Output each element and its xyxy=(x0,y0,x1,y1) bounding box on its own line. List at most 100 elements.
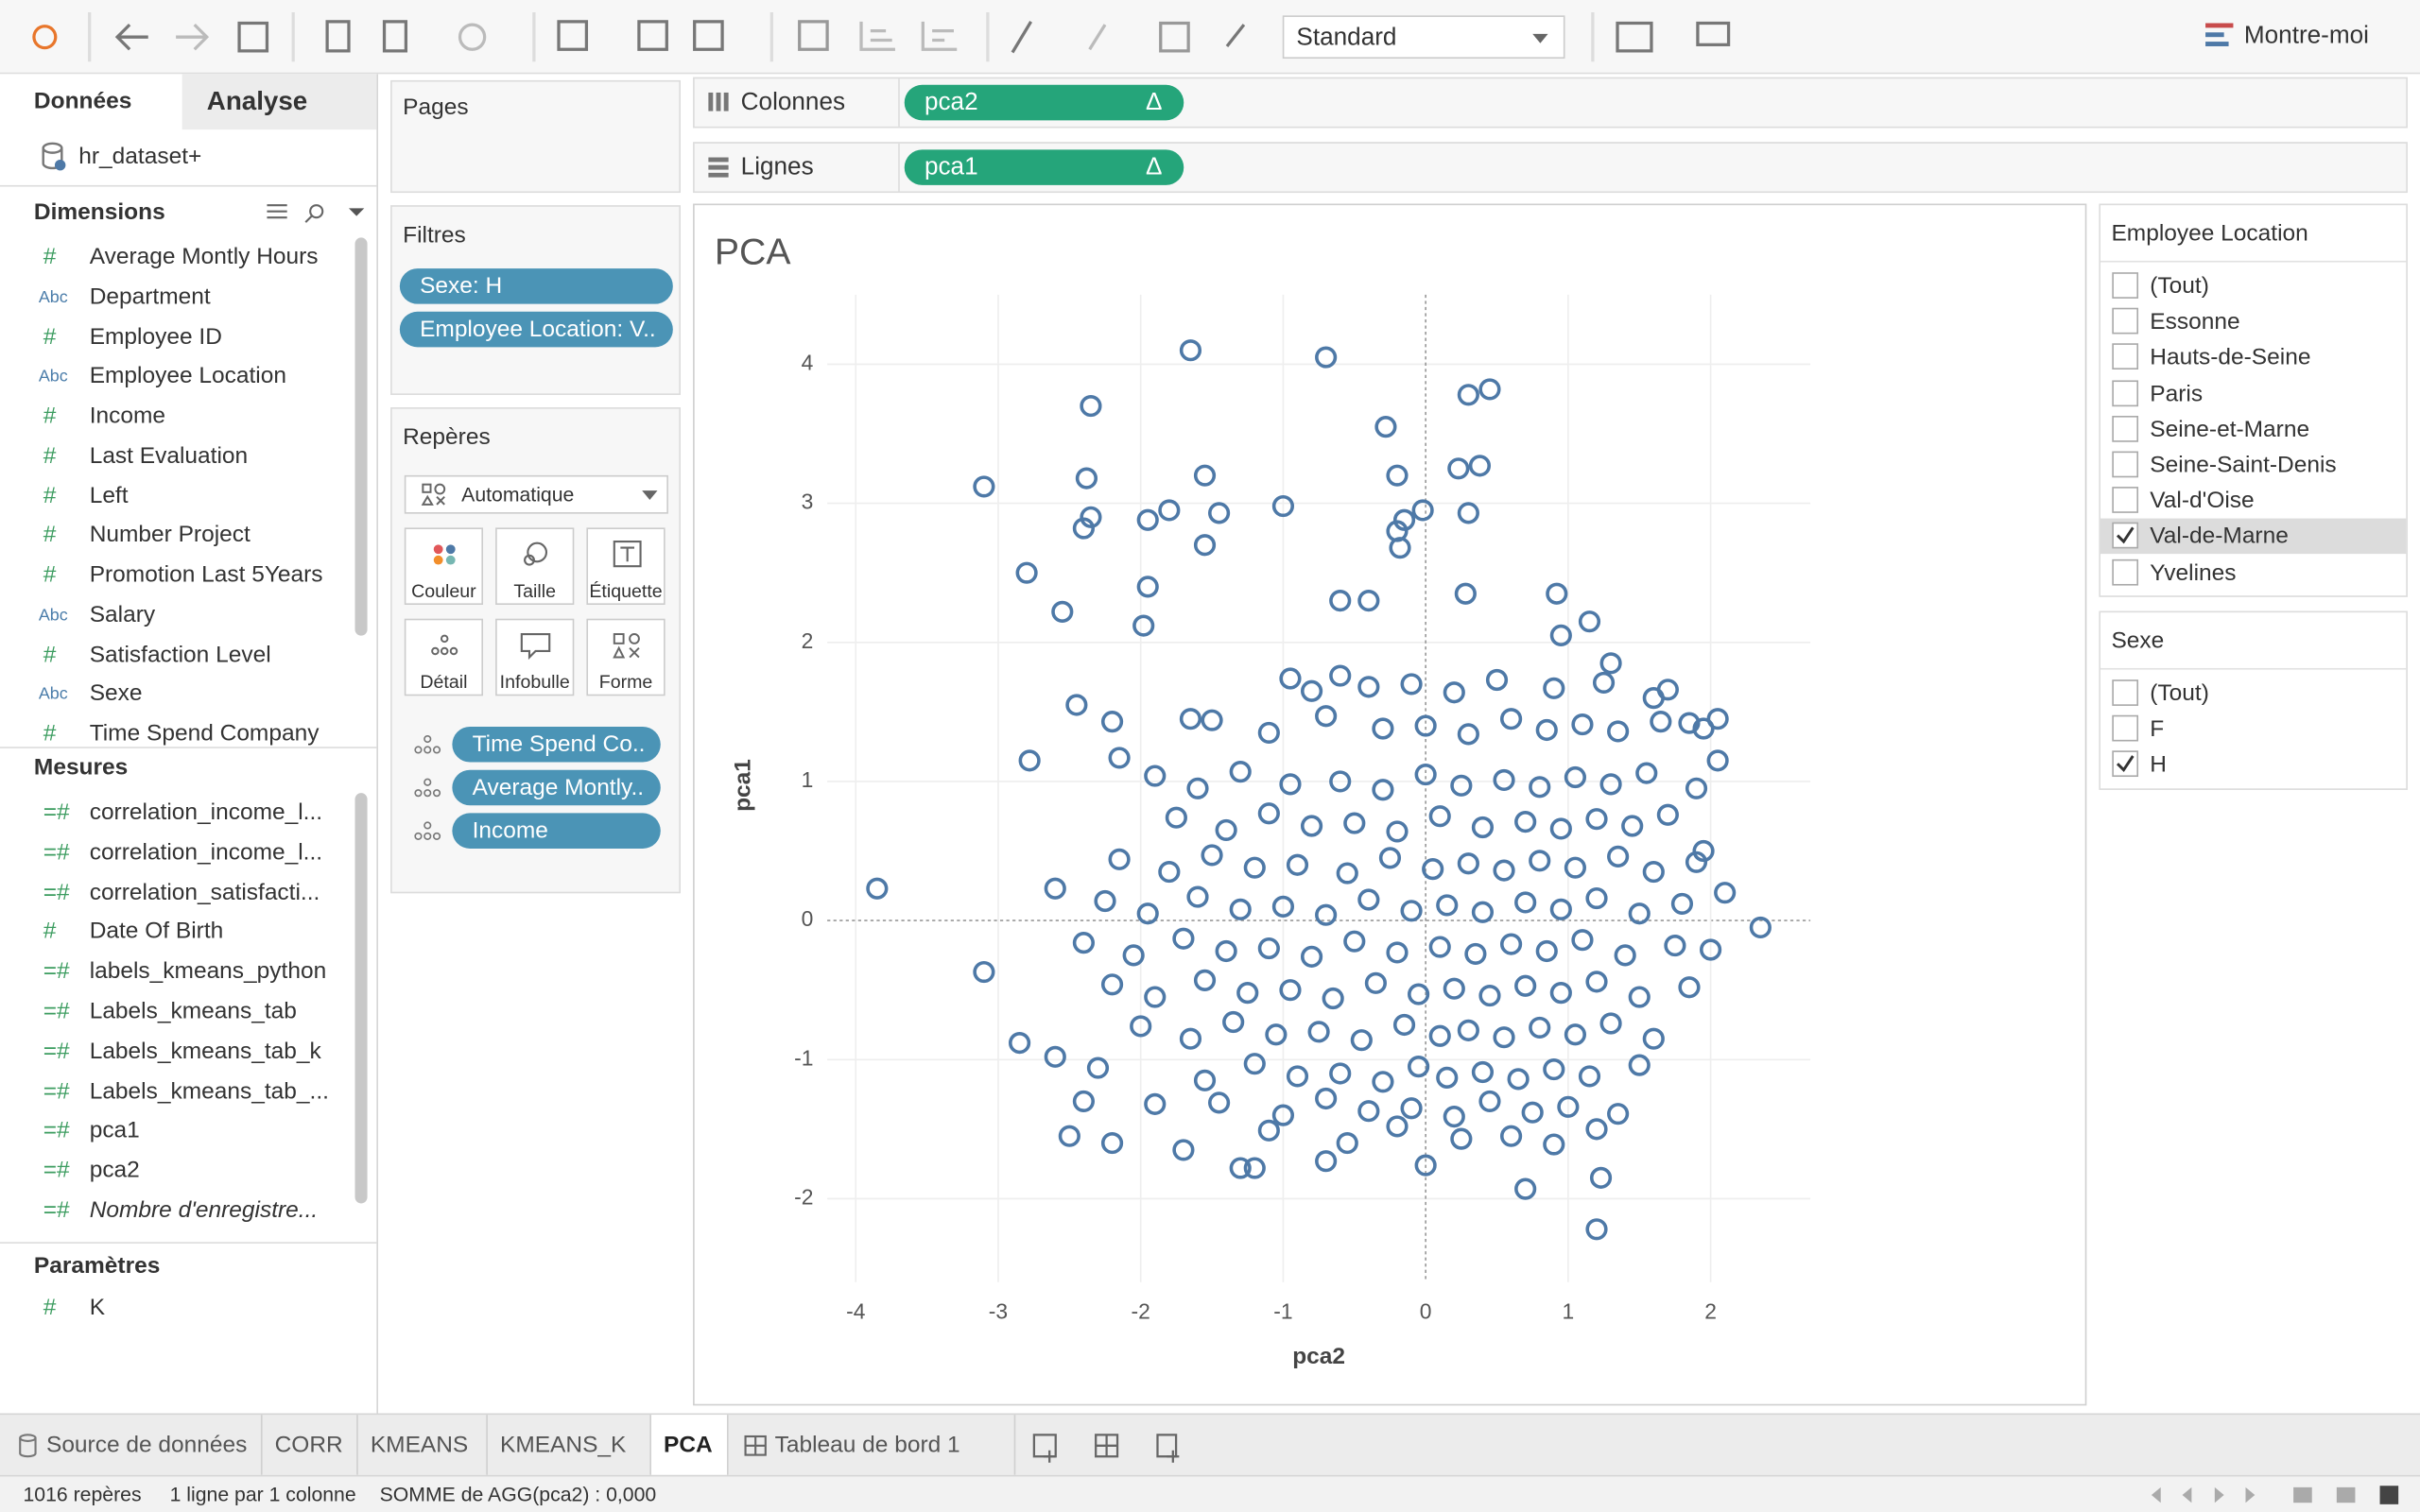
field[interactable]: # Left xyxy=(0,479,352,513)
field[interactable]: =# correlation_satisfacti... xyxy=(0,876,352,910)
point xyxy=(1428,805,1451,828)
scatter-chart: PCA -2 -1 0 1 2 3 4 -4 -3 -2 -1 0 1 2 pca2 pca1 xyxy=(715,232,1811,1369)
filter-pill[interactable]: Sexe: H xyxy=(399,268,673,304)
marks-pill[interactable]: Time Spend Co.. xyxy=(452,726,661,763)
glyph xyxy=(613,540,642,568)
sheet-tab[interactable]: KMEANS_K xyxy=(488,1415,651,1475)
point xyxy=(1094,889,1116,913)
point xyxy=(1571,929,1594,952)
field[interactable]: =# correlation_income_l... xyxy=(0,836,352,870)
marks-pill[interactable]: Average Montly.. xyxy=(452,769,661,806)
filter-item[interactable]: Val-de-Marne xyxy=(2100,519,2407,555)
field-type-icon: Abc xyxy=(38,606,68,625)
field[interactable]: =# Nombre d'enregistre... xyxy=(0,1194,352,1228)
field-type-icon: # xyxy=(43,243,57,270)
field[interactable]: Abc Sexe xyxy=(0,678,352,712)
glyph xyxy=(629,633,640,644)
y-tick-label: 3 xyxy=(802,490,814,514)
field[interactable]: # K xyxy=(0,1292,352,1326)
sheet-tab[interactable]: PCA xyxy=(650,1415,729,1475)
sheet-tab[interactable]: KMEANS xyxy=(358,1415,488,1475)
divider xyxy=(0,1242,377,1244)
checkbox-box xyxy=(2112,558,2139,585)
point xyxy=(1329,664,1352,687)
columns-pill[interactable]: pca2 Δ xyxy=(904,84,1184,121)
field[interactable]: # Time Spend Company xyxy=(0,717,352,747)
marks-button[interactable]: Couleur xyxy=(404,527,484,605)
field[interactable]: =# Labels_kmeans_tab_k xyxy=(0,1035,352,1069)
datasource[interactable]: hr_dataset+ xyxy=(78,143,202,170)
point xyxy=(1578,1065,1601,1088)
mark-type-select[interactable]: Automatique xyxy=(404,474,668,514)
field[interactable]: =# pca1 xyxy=(0,1114,352,1148)
filter-item[interactable]: Val-d'Oise xyxy=(2100,483,2406,519)
sheet-tab[interactable]: Source de données xyxy=(0,1415,263,1475)
field[interactable]: # Promotion Last 5Years xyxy=(0,558,352,593)
show-me[interactable]: Montre-moi xyxy=(2243,23,2369,50)
field[interactable]: # Last Evaluation xyxy=(0,439,352,473)
glyph xyxy=(527,541,548,563)
filter-item[interactable]: (Tout) xyxy=(2100,676,2406,712)
point xyxy=(1457,502,1479,524)
sheet-tab-label: PCA xyxy=(664,1432,713,1458)
marks-button-label: Forme xyxy=(598,671,653,694)
filter-pill[interactable]: Employee Location: V.. xyxy=(399,311,673,348)
point xyxy=(1300,815,1323,837)
filter-item-label: Val-d'Oise xyxy=(2150,488,2255,514)
marks-button-label: Infobulle xyxy=(499,671,570,694)
filter-item-label: Essonne xyxy=(2150,308,2240,335)
field[interactable]: =# labels_kmeans_python xyxy=(0,955,352,989)
marks-button-label: Étiquette xyxy=(589,579,663,602)
marks-button[interactable]: Détail xyxy=(404,618,484,696)
filter-item[interactable]: Hauts-de-Seine xyxy=(2100,340,2406,376)
point xyxy=(1414,1154,1437,1177)
point xyxy=(1546,582,1568,605)
dropdown-arrow xyxy=(642,490,658,500)
sheet-tab[interactable]: CORR xyxy=(263,1415,358,1475)
point xyxy=(1599,652,1622,675)
point xyxy=(1286,853,1309,876)
field[interactable]: Abc Employee Location xyxy=(0,360,352,394)
point xyxy=(1450,1127,1473,1150)
data-tab[interactable]: Données xyxy=(33,88,132,114)
marks-pill[interactable]: Income xyxy=(452,813,661,849)
field[interactable]: =# correlation_income_l... xyxy=(0,796,352,830)
field[interactable]: =# Labels_kmeans_tab_... xyxy=(0,1074,352,1108)
point xyxy=(1065,694,1088,716)
point xyxy=(1450,774,1473,797)
marks-button[interactable]: Infobulle xyxy=(495,618,575,696)
marks-button[interactable]: Étiquette xyxy=(586,527,666,605)
field[interactable]: # Income xyxy=(0,400,352,434)
point xyxy=(1386,464,1409,487)
filter-item[interactable]: Seine-Saint-Denis xyxy=(2100,447,2406,483)
point xyxy=(1428,936,1451,958)
marks-button[interactable]: Taille xyxy=(495,527,575,605)
filter-item[interactable]: H xyxy=(2100,747,2406,783)
field[interactable]: # Satisfaction Level xyxy=(0,638,352,672)
point xyxy=(1585,886,1608,910)
analysis-tab[interactable]: Analyse xyxy=(206,86,308,116)
point xyxy=(1543,1057,1565,1081)
field[interactable]: Abc Department xyxy=(0,281,352,315)
point xyxy=(1414,763,1437,786)
field[interactable]: # Date Of Birth xyxy=(0,916,352,950)
filter-item[interactable]: Seine-et-Marne xyxy=(2100,412,2406,448)
field[interactable]: Abc Salary xyxy=(0,598,352,632)
marks-button[interactable]: Forme xyxy=(586,618,666,696)
filter-item[interactable]: Essonne xyxy=(2100,304,2406,340)
field[interactable]: # Number Project xyxy=(0,519,352,553)
filter-item[interactable]: Paris xyxy=(2100,376,2406,412)
filter-item[interactable]: F xyxy=(2100,712,2406,747)
sheet-tab[interactable]: Tableau de bord 1 xyxy=(729,1415,1016,1475)
filter-item[interactable]: Yvelines xyxy=(2100,555,2406,591)
field[interactable]: =# pca2 xyxy=(0,1155,352,1189)
point xyxy=(1571,713,1594,736)
point xyxy=(1257,936,1280,960)
field[interactable]: # Employee ID xyxy=(0,320,352,354)
view-mode-select[interactable]: Standard xyxy=(1282,15,1565,60)
rows-pill[interactable]: pca1 Δ xyxy=(904,149,1184,185)
field[interactable]: =# Labels_kmeans_tab xyxy=(0,995,352,1029)
field[interactable]: # Average Montly Hours xyxy=(0,241,352,275)
filter-item[interactable]: (Tout) xyxy=(2100,268,2406,304)
